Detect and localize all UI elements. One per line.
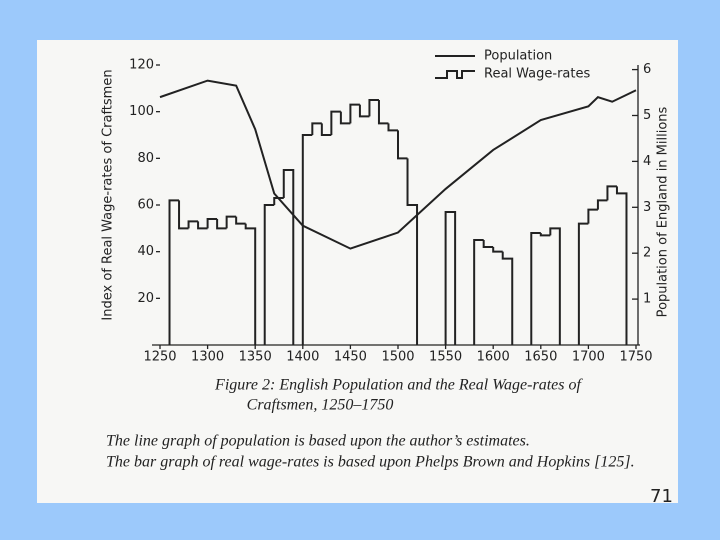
wage-step xyxy=(492,247,503,253)
x-tick-label: 1300 xyxy=(191,350,224,365)
y2-tick-label: 4 xyxy=(643,154,651,169)
y2-tick-label: 6 xyxy=(643,62,651,77)
wage-step xyxy=(235,216,246,225)
y-tick-label: 40 xyxy=(137,244,154,259)
wage-step xyxy=(320,123,332,136)
wage-step xyxy=(225,215,237,229)
y-tick-label: 60 xyxy=(137,198,154,213)
page-number: 71 xyxy=(650,486,673,507)
legend-label: Population xyxy=(484,49,552,64)
wage-step xyxy=(368,99,379,117)
wage-step xyxy=(397,130,408,160)
y2-axis-label: Population of England in Millions xyxy=(656,106,671,317)
wage-step xyxy=(197,221,208,230)
wage-step xyxy=(349,103,360,124)
wage-step xyxy=(473,239,484,345)
wage-step xyxy=(577,222,589,345)
wage-step xyxy=(216,219,227,230)
wage-step xyxy=(501,251,514,345)
y-axis-label: Index of Real Wage-rates of Craftsmen xyxy=(101,69,116,320)
wage-step xyxy=(301,134,313,345)
wage-step xyxy=(387,123,398,132)
wage-step xyxy=(168,199,180,345)
wage-step xyxy=(178,200,189,230)
wage-step xyxy=(377,100,389,125)
x-tick-label: 1350 xyxy=(239,350,272,365)
wage-step xyxy=(282,169,295,345)
y-tick-label: 20 xyxy=(137,291,154,306)
wage-step xyxy=(273,197,284,205)
x-tick-label: 1250 xyxy=(143,350,176,365)
y-tick-label: 80 xyxy=(137,151,154,166)
wage-step xyxy=(549,227,561,345)
wage-step xyxy=(187,220,199,229)
scanned-page xyxy=(37,40,678,503)
y2-tick-label: 2 xyxy=(643,246,651,261)
legend-swatch xyxy=(435,70,475,79)
wage-step xyxy=(263,204,275,345)
population-line xyxy=(159,79,637,250)
wage-step xyxy=(539,233,551,237)
wage-step xyxy=(406,158,419,345)
x-tick-label: 1700 xyxy=(572,350,605,365)
wage-step xyxy=(615,186,628,345)
wage-step xyxy=(339,111,351,125)
x-tick-label: 1550 xyxy=(429,350,462,365)
caption: Figure 2: English Population and the Rea… xyxy=(214,377,583,394)
y2-tick-label: 3 xyxy=(643,200,651,215)
wage-step xyxy=(596,199,608,210)
legend-label: Real Wage-rates xyxy=(484,67,590,82)
wage-step xyxy=(482,240,494,248)
wage-step xyxy=(444,211,457,345)
wage-step xyxy=(311,122,322,135)
wage-step xyxy=(206,218,218,229)
x-tick-label: 1600 xyxy=(477,350,510,365)
wage-step xyxy=(330,110,341,135)
wage-step xyxy=(587,208,598,224)
caption: Craftsmen, 1250–1750 xyxy=(247,397,394,414)
x-tick-label: 1400 xyxy=(286,350,319,365)
note: The line graph of population is based up… xyxy=(106,433,530,450)
note: The bar graph of real wage-rates is base… xyxy=(106,454,635,471)
y-tick-label: 100 xyxy=(129,104,154,119)
y-tick-label: 120 xyxy=(129,58,154,73)
wage-step xyxy=(606,185,617,201)
y2-tick-label: 5 xyxy=(643,108,651,123)
wage-step xyxy=(530,232,541,345)
x-tick-label: 1500 xyxy=(381,350,414,365)
x-tick-label: 1650 xyxy=(524,350,557,365)
x-tick-label: 1750 xyxy=(619,350,652,365)
y2-tick-label: 1 xyxy=(643,292,651,307)
wage-step xyxy=(244,223,257,345)
wage-step xyxy=(358,104,370,118)
x-tick-label: 1450 xyxy=(334,350,367,365)
